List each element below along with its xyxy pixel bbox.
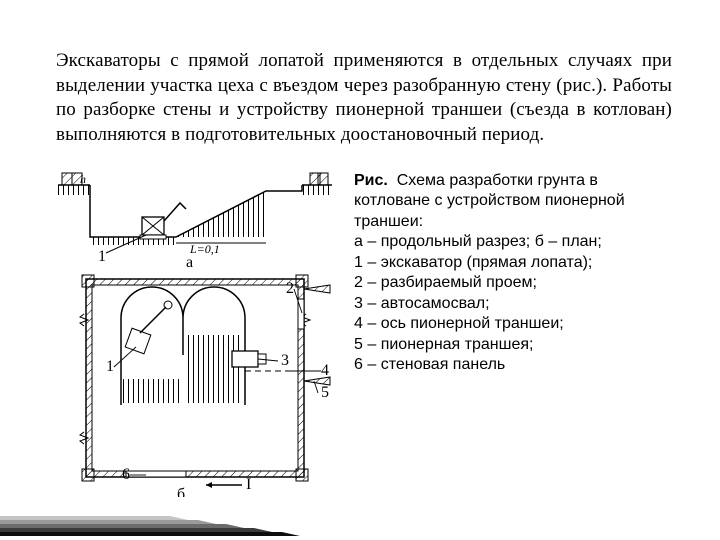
caption-item-0: а – продольный разрез; б – план; bbox=[354, 233, 602, 250]
svg-text:h: h bbox=[80, 172, 86, 186]
content-row: h 1 L=0,1а 1 2 3 4 5 6 Iб Рис. Схема разработки г… bbox=[56, 167, 672, 497]
svg-text:1: 1 bbox=[106, 358, 114, 375]
caption-item-6: 6 – стеновая панель bbox=[354, 356, 505, 373]
caption-title: Схема разработки грунта в котловане с ус… bbox=[354, 172, 625, 230]
svg-text:1: 1 bbox=[98, 248, 106, 265]
svg-text:I: I bbox=[246, 476, 251, 493]
diagram-svg: h 1 L=0,1а 1 2 3 4 5 6 Iб bbox=[56, 167, 336, 497]
caption-item-4: 4 – ось пионерной траншеи; bbox=[354, 315, 564, 332]
body-paragraph: Экскаваторы с прямой лопатой применяются… bbox=[56, 49, 672, 148]
svg-text:б: б bbox=[177, 486, 185, 497]
svg-text:5: 5 bbox=[321, 384, 329, 401]
svg-text:а: а bbox=[186, 254, 193, 271]
caption-item-5: 5 – пионерная траншея; bbox=[354, 336, 533, 353]
svg-text:2: 2 bbox=[286, 280, 294, 297]
svg-text:6: 6 bbox=[122, 466, 130, 483]
page: Экскаваторы с прямой лопатой применяются… bbox=[0, 0, 720, 540]
figure-caption: Рис. Схема разработки грунта в котловане… bbox=[354, 167, 672, 497]
caption-item-2: 2 – разбираемый проем; bbox=[354, 274, 537, 291]
caption-item-3: 3 – автосамосвал; bbox=[354, 295, 490, 312]
caption-label: Рис. bbox=[354, 172, 388, 189]
svg-text:3: 3 bbox=[281, 352, 289, 369]
figure: h 1 L=0,1а 1 2 3 4 5 6 Iб bbox=[56, 167, 336, 497]
svg-text:L=0,1: L=0,1 bbox=[189, 242, 220, 256]
svg-text:4: 4 bbox=[321, 362, 329, 379]
caption-item-1: 1 – экскаватор (прямая лопата); bbox=[354, 254, 592, 271]
